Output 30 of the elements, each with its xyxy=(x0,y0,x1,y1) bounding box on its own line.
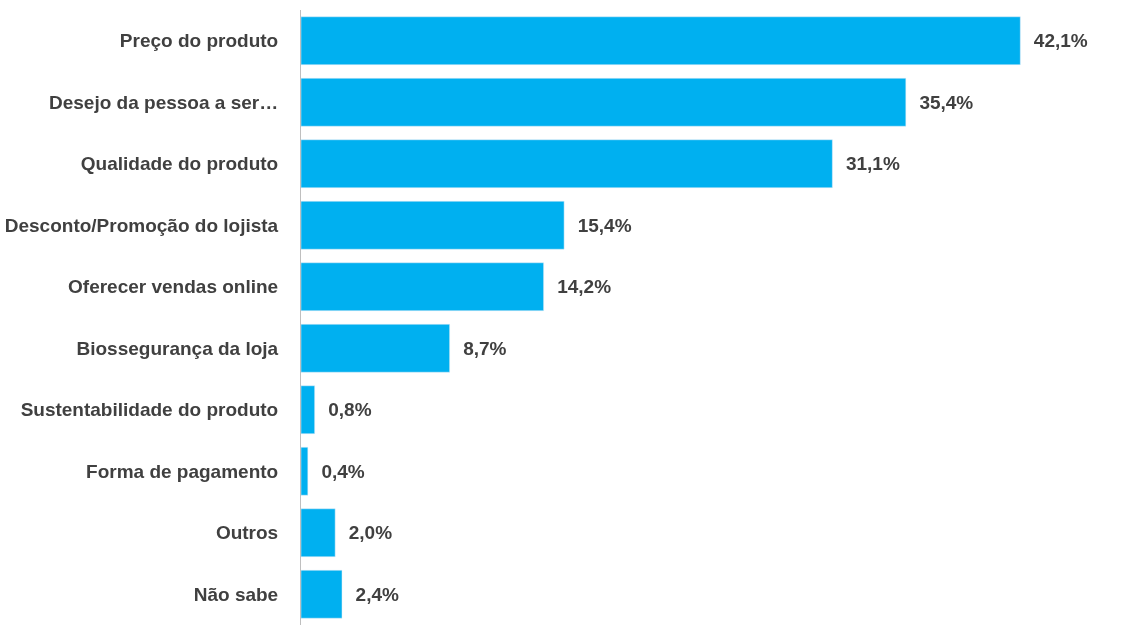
y-tick-label: Forma de pagamento xyxy=(86,460,279,482)
y-tick-label: Qualidade do produto xyxy=(80,153,279,175)
data-label: 2,4% xyxy=(355,583,399,605)
data-label: 2,0% xyxy=(348,522,393,544)
bar xyxy=(301,139,833,188)
bar xyxy=(301,16,1021,65)
data-label: 0,4% xyxy=(321,460,365,482)
y-tick-label: Outros xyxy=(215,522,279,544)
bar xyxy=(301,201,565,250)
data-label: 42,1% xyxy=(1033,30,1088,52)
data-label: 8,7% xyxy=(463,337,507,359)
bar xyxy=(301,508,336,557)
bar xyxy=(301,78,907,127)
data-label: 14,2% xyxy=(557,276,612,298)
bar xyxy=(301,324,450,373)
data-label: 35,4% xyxy=(919,91,974,113)
data-label: 0,8% xyxy=(328,399,372,421)
bar xyxy=(301,385,315,434)
y-tick-label: Sustentabilidade do produto xyxy=(20,399,279,421)
bar xyxy=(301,570,343,619)
y-tick-label: Preço do produto xyxy=(119,30,279,52)
data-label: 31,1% xyxy=(845,153,900,175)
y-tick-label: Não sabe xyxy=(193,583,279,605)
bar xyxy=(301,447,309,496)
data-label: 15,4% xyxy=(577,214,632,236)
y-tick-label: Desejo da pessoa a ser… xyxy=(49,91,279,113)
y-tick-label: Biossegurança da loja xyxy=(76,337,279,359)
y-tick-label: Desconto/Promoção do lojista xyxy=(4,214,279,236)
bar xyxy=(301,262,544,311)
y-tick-label: Oferecer vendas online xyxy=(68,276,279,298)
